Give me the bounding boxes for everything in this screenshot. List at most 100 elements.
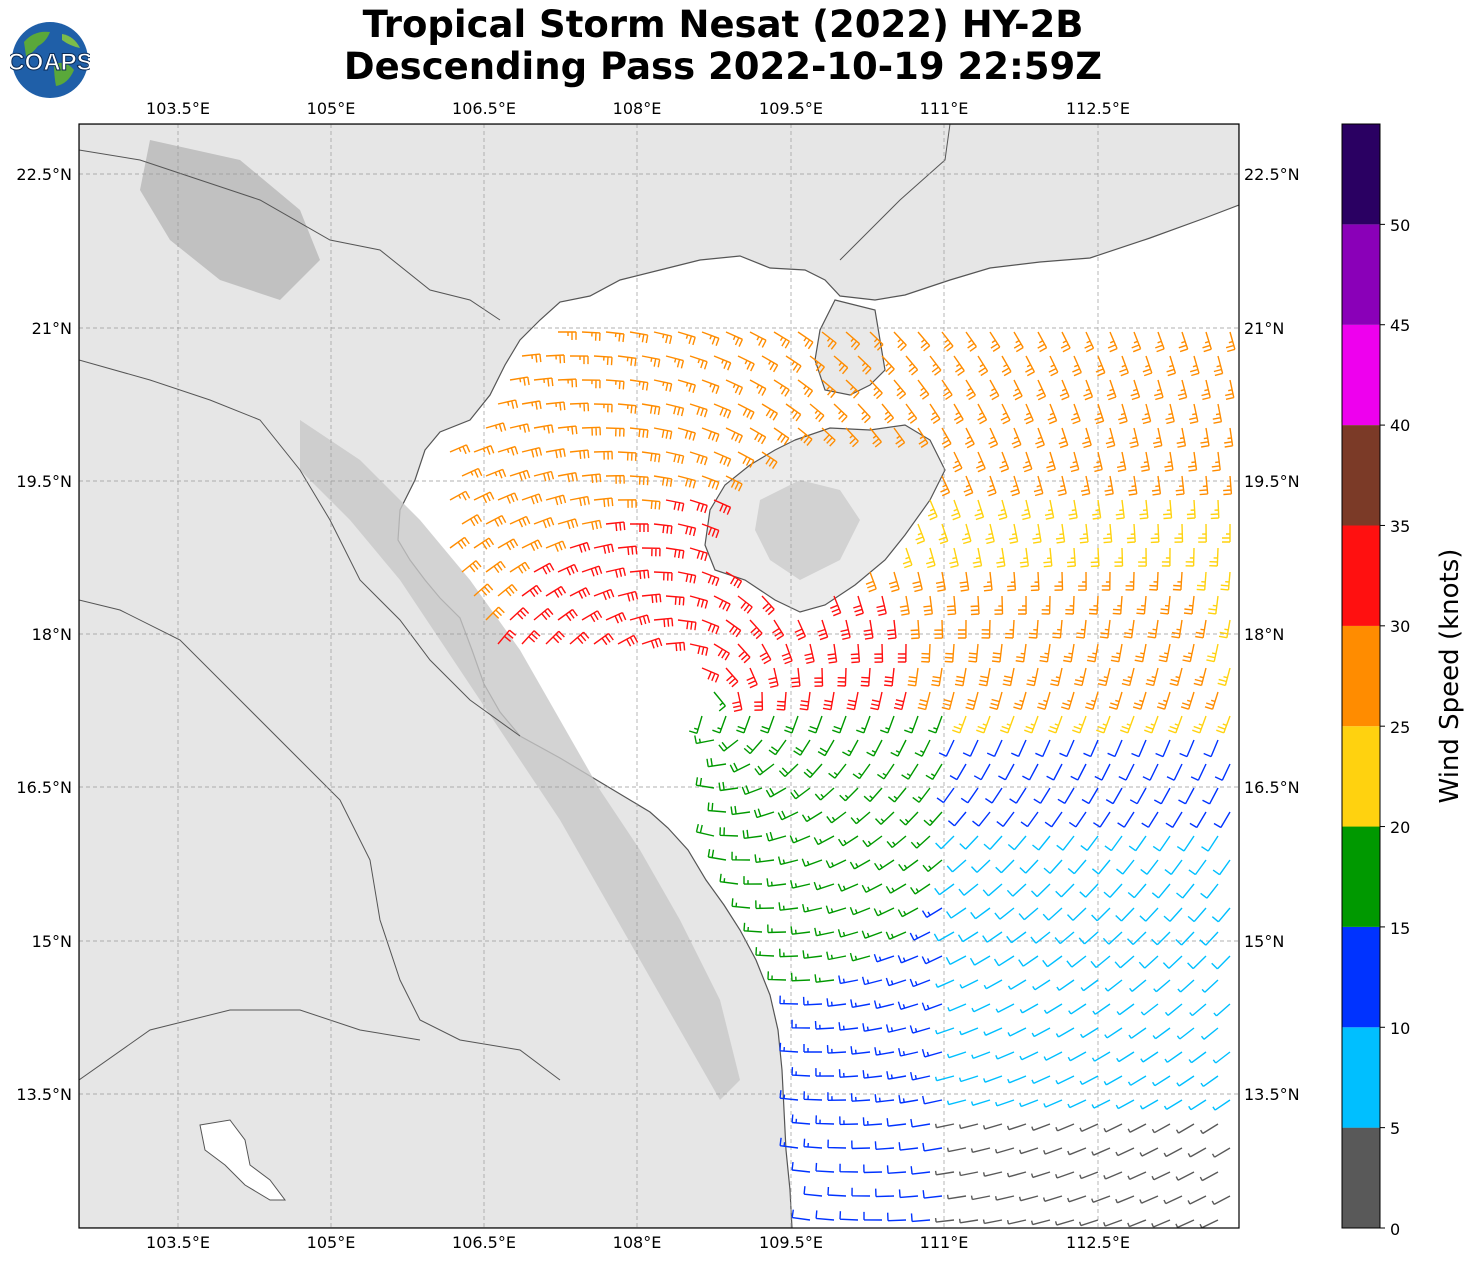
wind-barb [1055,1123,1075,1132]
wind-barb [1127,1123,1147,1133]
wind-barb [915,523,926,545]
wind-barb [1046,763,1063,781]
wind-barb [630,523,649,532]
wind-barb [1134,643,1147,663]
wind-barb [1213,1003,1231,1017]
wind-barb [1007,1027,1027,1037]
wind-barb [1059,739,1075,758]
wind-barb [909,978,931,988]
wind-barb [509,376,530,386]
wind-barb [909,931,931,941]
wind-barb [617,355,637,367]
wind-barb [910,1118,931,1128]
wind-barb [689,403,708,418]
wind-barb [1060,331,1071,353]
wind-barb [991,643,1003,663]
wind-barb [830,595,842,617]
wind-barb [946,1194,967,1200]
wind-barb [1043,547,1053,568]
wind-barb [653,427,673,440]
wind-barb [773,427,790,446]
wind-barb [1225,331,1236,353]
wind-barb [921,643,931,663]
colorbar-segment [1342,726,1380,827]
wind-barb [641,637,663,649]
wind-barb [1177,979,1195,993]
wind-barb [899,811,919,826]
wind-barb [767,971,787,981]
wind-barb [985,523,995,545]
wind-barb [946,595,957,616]
wind-barb [959,979,979,989]
wind-barb [817,619,829,641]
wind-barb [1066,955,1087,968]
wind-barb [828,763,847,779]
lon-tick-bottom-2: 106.5°E [452,1233,516,1252]
wind-barb [857,403,871,424]
wind-barb [998,763,1015,781]
wind-barb [779,948,799,958]
tonle-sap-island [199,1119,286,1201]
wind-barb [569,587,591,599]
wind-barb [910,619,920,640]
wind-barb [1131,331,1142,353]
wind-barb [958,883,979,896]
wind-barb [1130,379,1141,401]
wind-barb [1192,715,1207,734]
wind-barb [1163,1099,1183,1110]
wind-barb [593,632,614,646]
wind-barb [641,593,662,604]
wind-barb [1180,691,1195,710]
logo-text: COAPS [10,49,90,76]
wind-barb [946,859,967,873]
wind-barb [1079,1123,1099,1133]
wind-barb [1115,1147,1135,1157]
wind-barb [969,955,991,966]
wind-barb [1056,979,1075,991]
wind-barb [941,331,954,352]
wind-barb [729,762,751,773]
wind-barb [1041,595,1051,615]
wind-barb [1079,883,1099,898]
wind-barb [970,1147,991,1153]
wind-barb [837,667,847,687]
wind-barb [1147,619,1159,639]
wind-barb [897,955,919,964]
wind-barb [1018,595,1027,615]
wind-barb [965,691,979,711]
wind-barb [1030,1171,1051,1179]
wind-barb [921,1002,943,1011]
wind-barb [898,1048,919,1057]
colorbar-segment [1342,124,1380,225]
wind-barb [718,781,739,792]
wind-barb [1002,667,1015,687]
colorbar-tick-35: 35 [1390,517,1410,536]
wind-barb [994,1195,1015,1201]
wind-barb [737,451,755,468]
wind-barb [1043,859,1063,874]
wind-barb [850,643,861,664]
wind-barb [1142,763,1159,781]
wind-barb [1031,1027,1051,1038]
wind-barb [952,715,967,734]
lat-labels-right: 22.5°N 21°N 19.5°N 18°N 16.5°N 15°N 13.5… [1244,165,1300,1104]
lon-tick-bottom-1: 105°E [307,1233,356,1252]
title-line-1: Tropical Storm Nesat (2022) HY-2B [362,3,1084,46]
wind-barb [1117,811,1135,828]
wind-barb [809,355,825,374]
wind-barb [881,355,895,376]
lat-tick-left-3: 18°N [32,625,72,644]
wind-barb [1091,1195,1111,1203]
wind-barb [999,451,1010,473]
wind-barb [581,473,602,483]
wind-barb [641,403,661,416]
wind-barb [1222,524,1231,543]
wind-barb [928,715,943,734]
wind-barb [850,999,871,1008]
wind-barb [971,1003,991,1013]
wind-barb [799,691,811,711]
wind-barb [791,1114,811,1125]
wind-barb [934,1170,955,1176]
wind-barb [922,1190,943,1199]
